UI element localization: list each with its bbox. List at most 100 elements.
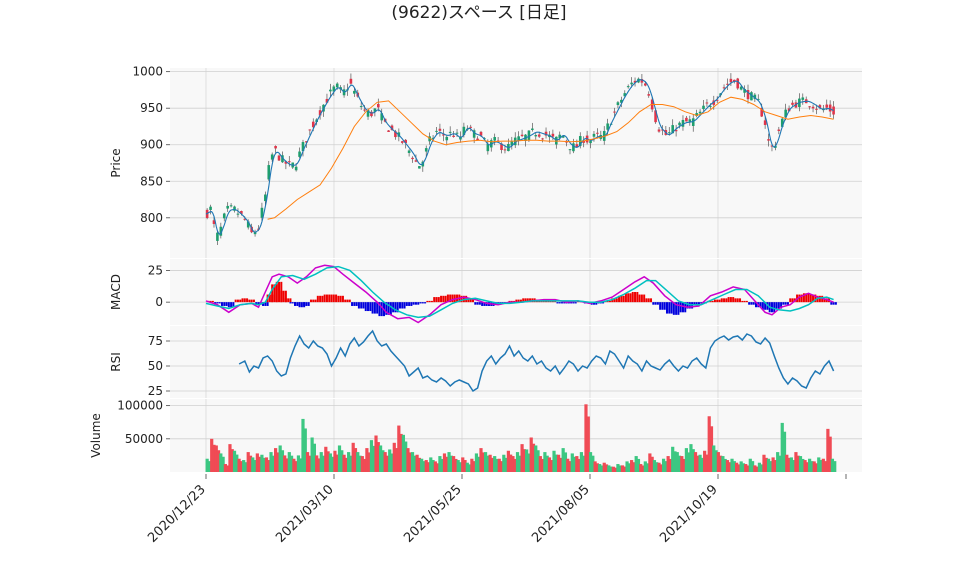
macd-histogram-bar <box>257 302 260 305</box>
volume-bar <box>614 467 618 472</box>
macd-histogram-bar <box>236 299 239 303</box>
macd-histogram-bar <box>570 302 573 304</box>
macd-histogram-bar <box>369 302 372 312</box>
macd-histogram-bar <box>414 302 417 305</box>
candle-body <box>373 108 377 112</box>
volume-bar <box>668 458 673 472</box>
macd-histogram-bar <box>832 302 835 305</box>
volume-bar <box>821 458 825 472</box>
volume-bar <box>625 461 629 472</box>
volume-bar <box>611 466 615 472</box>
candle-body <box>750 92 753 101</box>
candle-body <box>517 136 520 141</box>
macd-histogram-bar <box>640 294 643 303</box>
macd-histogram-bar <box>481 302 484 306</box>
candle-body <box>644 83 647 86</box>
macd-histogram-bar <box>241 298 244 303</box>
macd-histogram-bar <box>812 294 815 303</box>
volume-bar <box>237 458 241 472</box>
macd-histogram-bar <box>823 298 826 303</box>
candle-body <box>219 226 223 236</box>
volume-bar <box>541 458 545 472</box>
volume-bar <box>324 446 328 472</box>
volume-bar <box>778 455 782 472</box>
macd-histogram-bar <box>314 299 317 303</box>
candle-body <box>459 136 462 140</box>
candle-body <box>818 105 822 108</box>
volume-bar <box>703 450 707 472</box>
macd-histogram-bar <box>348 299 351 303</box>
macd-histogram-bar <box>252 299 255 303</box>
volume-bar <box>399 433 403 472</box>
candle-body <box>537 134 541 137</box>
candle-body <box>743 88 746 93</box>
macd-histogram-bar <box>323 294 326 303</box>
macd-histogram-bar <box>385 302 388 315</box>
candle-body <box>264 194 267 202</box>
macd-histogram-bar <box>789 298 792 303</box>
volume-bar <box>342 454 346 472</box>
volume-bar <box>230 449 234 472</box>
macd-histogram-bar <box>638 294 641 303</box>
rsi-plot-background <box>170 326 862 398</box>
volume-bar <box>321 455 326 472</box>
volume-bar <box>787 457 791 472</box>
macd-histogram-bar <box>332 294 335 303</box>
macd-histogram-bar <box>449 294 452 303</box>
volume-bar <box>760 464 764 472</box>
volume-bar <box>666 456 670 472</box>
volume-bar <box>826 428 830 472</box>
volume-bar <box>378 445 383 472</box>
volume-bar <box>486 455 490 472</box>
macd-histogram-bar <box>410 302 413 306</box>
candle-body <box>510 141 514 146</box>
macd-histogram-bar <box>266 302 269 306</box>
macd-histogram-bar <box>729 297 732 303</box>
volume-bar <box>262 457 266 472</box>
volume-bar <box>390 453 394 472</box>
volume-bar <box>714 450 718 472</box>
macd-histogram-bar <box>351 302 354 306</box>
volume-bar <box>360 456 364 472</box>
volume-bar <box>269 452 273 472</box>
macd-histogram-bar <box>693 302 696 305</box>
candle-body <box>212 220 216 224</box>
macd-histogram-bar <box>592 302 595 305</box>
volume-bar <box>385 455 390 472</box>
candle-body <box>657 129 661 132</box>
volume-bar <box>693 452 698 472</box>
candle-body <box>695 113 698 116</box>
macd-histogram-bar <box>262 302 265 306</box>
volume-bar <box>319 452 323 472</box>
volume-bar <box>529 437 533 472</box>
macd-histogram-bar <box>337 295 340 303</box>
volume-bar <box>652 460 657 472</box>
volume-bar <box>502 454 506 472</box>
macd-histogram-bar <box>802 293 805 303</box>
volume-bar <box>506 450 510 472</box>
macd-histogram-bar <box>773 302 776 313</box>
macd-histogram-bar <box>814 294 817 303</box>
macd-histogram-bar <box>467 298 470 303</box>
volume-bar <box>372 445 376 472</box>
candle-body <box>229 205 233 207</box>
volume-bar <box>753 465 757 472</box>
volume-bar <box>579 452 584 472</box>
volume-bar <box>522 449 526 472</box>
volume-bar <box>588 452 593 472</box>
volume-bar <box>730 458 734 472</box>
y-tick-label: 800 <box>140 211 163 225</box>
macd-histogram-bar <box>711 300 714 303</box>
volume-bar <box>251 457 255 472</box>
candle-body <box>791 102 794 105</box>
volume-bar <box>643 461 647 472</box>
macd-histogram-bar <box>620 295 623 303</box>
candle-body <box>274 145 277 149</box>
macd-histogram-bar <box>670 302 673 314</box>
macd-histogram-bar <box>478 302 481 305</box>
volume-bar <box>271 455 275 472</box>
volume-bar <box>413 455 417 472</box>
candle-body <box>630 82 633 85</box>
volume-bar <box>488 454 492 472</box>
macd-histogram-bar <box>298 302 301 308</box>
